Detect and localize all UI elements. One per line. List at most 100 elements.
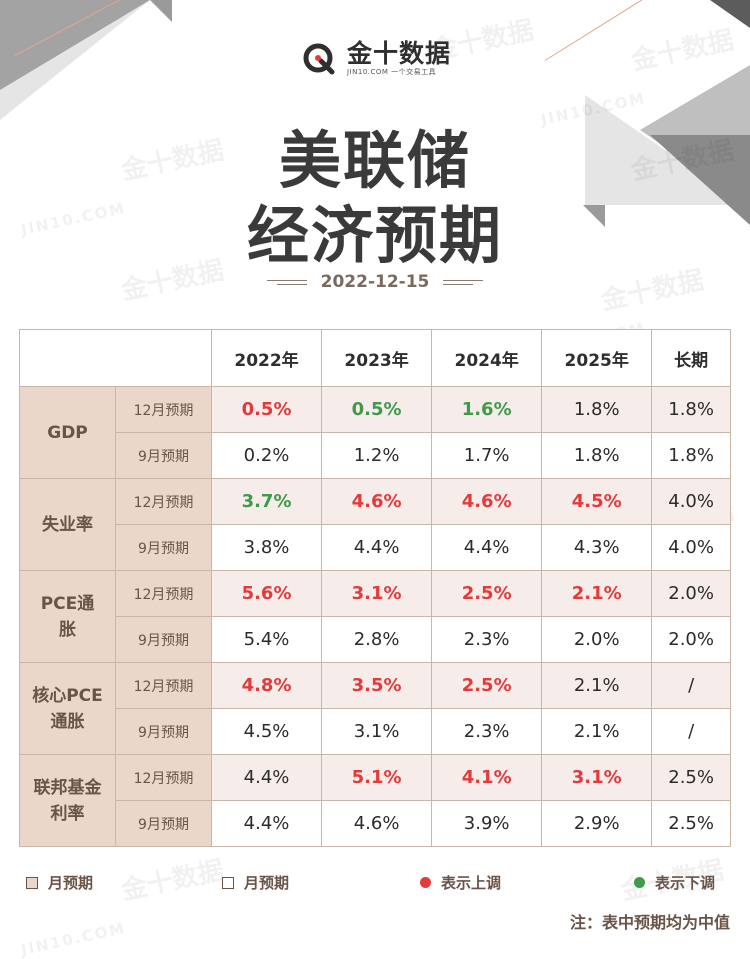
forecast-period-label: 12月预期 (115, 478, 212, 525)
red-dot-icon (420, 877, 431, 888)
legend-label: 表示上调 (441, 874, 502, 892)
row-group-label: GDP (19, 386, 116, 479)
value-cell: 2.8% (321, 616, 433, 663)
value-cell: 4.6% (321, 800, 433, 847)
forecast-period-label: 9月预期 (115, 708, 212, 755)
value-cell: 2.0% (541, 616, 653, 663)
value-cell: 3.1% (541, 754, 653, 801)
jin10-logo-icon (301, 41, 337, 77)
green-dot-icon (634, 877, 645, 888)
value-cell: 2.1% (541, 708, 653, 755)
value-cell: 4.4% (210, 800, 323, 847)
forecast-period-label: 12月预期 (115, 386, 212, 433)
table-row: 9月预期 4.4% 4.6% 3.9% 2.9% 2.5% (20, 800, 731, 847)
forecast-period-label: 12月预期 (115, 754, 212, 801)
value-cell: 1.8% (541, 432, 653, 479)
table-row: GDP 12月预期 0.5% 0.5% 1.6% 1.8% 1.8% (19, 386, 731, 479)
value-cell: 2.5% (431, 662, 543, 709)
watermark: JIN10.COM (19, 919, 128, 959)
value-cell: 2.1% (541, 662, 653, 709)
value-cell: 1.6% (431, 386, 543, 433)
forecast-period-label: 9月预期 (115, 800, 212, 847)
date-row: 2022-12-15 (0, 272, 750, 292)
legend-label: 月预期 (48, 874, 94, 892)
value-cell: 2.5% (651, 754, 731, 801)
table-row: 核心PCE 通胀 12月预期 4.8% 3.5% 2.5% 2.1% / (19, 662, 731, 755)
date-decoration-right (443, 277, 484, 287)
column-header: 2025年 (541, 329, 653, 387)
table-row: 联邦基金 利率 12月预期 4.4% 5.1% 4.1% 3.1% 2.5% (19, 754, 731, 847)
forecast-period-label: 12月预期 (115, 570, 212, 617)
value-cell: 2.5% (651, 800, 731, 847)
row-group-label: 核心PCE 通胀 (19, 662, 116, 755)
page-title-line2: 经济预期 (246, 199, 503, 272)
row-group-label: 联邦基金 利率 (19, 754, 116, 847)
value-cell: 1.8% (651, 432, 731, 479)
value-cell: 2.1% (541, 570, 653, 617)
value-cell: 4.0% (651, 478, 731, 525)
value-cell: 5.1% (321, 754, 433, 801)
value-cell: / (651, 708, 731, 755)
legend-label: 月预期 (244, 874, 290, 892)
table-row: 9月预期 0.2% 1.2% 1.7% 1.8% 1.8% (20, 432, 731, 479)
date-decoration-left (266, 277, 307, 287)
value-cell: 1.8% (541, 386, 653, 433)
value-cell: 4.5% (541, 478, 653, 525)
value-cell: 1.2% (321, 432, 433, 479)
accent-line (544, 0, 648, 61)
value-cell: 2.0% (651, 616, 731, 663)
legend: 月预期 月预期 表示上调 表示下调 (0, 872, 750, 892)
column-header: 2023年 (321, 329, 433, 387)
tinted-box-icon (26, 876, 38, 889)
value-cell: 1.8% (651, 386, 731, 433)
value-cell: 4.5% (210, 708, 323, 755)
value-cell: 2.0% (651, 570, 731, 617)
forecast-period-label: 12月预期 (115, 662, 212, 709)
value-cell: 2.3% (431, 708, 543, 755)
table-row: 失业率 12月预期 3.7% 4.6% 4.6% 4.5% 4.0% (19, 478, 731, 571)
footnote: 注：表中预期均为中值 (569, 913, 730, 932)
value-cell: 4.8% (210, 662, 323, 709)
forecast-period-label: 9月预期 (115, 616, 212, 663)
column-header: 2022年 (210, 329, 323, 387)
column-header: 2024年 (431, 329, 543, 387)
value-cell: 4.6% (321, 478, 433, 525)
corner-decoration (583, 205, 605, 227)
value-cell: / (651, 662, 731, 709)
value-cell: 0.5% (321, 386, 433, 433)
header-corner (19, 329, 212, 387)
page-title-line1: 美联储 (278, 124, 471, 197)
table-row: 9月预期 5.4% 2.8% 2.3% 2.0% 2.0% (20, 616, 731, 663)
forecast-period-label: 9月预期 (115, 524, 212, 571)
corner-decoration (150, 0, 172, 22)
value-cell: 4.4% (210, 754, 323, 801)
table-row: PCE通胀 12月预期 5.6% 3.1% 2.5% 2.1% 2.0% (19, 570, 731, 663)
value-cell: 3.8% (210, 524, 323, 571)
legend-item-sep: 月预期 (222, 872, 289, 893)
corner-decoration (0, 0, 150, 120)
value-cell: 3.5% (321, 662, 433, 709)
table-row: 9月预期 3.8% 4.4% 4.4% 4.3% 4.0% (20, 524, 731, 571)
value-cell: 0.2% (210, 432, 323, 479)
value-cell: 2.3% (431, 616, 543, 663)
value-cell: 4.4% (321, 524, 433, 571)
legend-label: 表示下调 (655, 874, 716, 892)
value-cell: 2.5% (431, 570, 543, 617)
value-cell: 4.4% (431, 524, 543, 571)
value-cell: 5.6% (210, 570, 323, 617)
table-row: 9月预期 4.5% 3.1% 2.3% 2.1% / (20, 708, 731, 755)
value-cell: 3.9% (431, 800, 543, 847)
corner-decoration (650, 135, 750, 225)
legend-item-down: 表示下调 (634, 872, 715, 893)
report-date: 2022-12-15 (320, 272, 430, 292)
forecast-table: 2022年 2023年 2024年 2025年 长期 GDP 12月预期 0.5% 0… (19, 329, 731, 847)
value-cell: 3.7% (210, 478, 323, 525)
table-header-row: 2022年 2023年 2024年 2025年 长期 (19, 329, 731, 387)
corner-decoration (710, 0, 750, 28)
value-cell: 2.9% (541, 800, 653, 847)
value-cell: 0.5% (210, 386, 323, 433)
forecast-period-label: 9月预期 (115, 432, 212, 479)
value-cell: 5.4% (210, 616, 323, 663)
value-cell: 4.3% (541, 524, 653, 571)
brand-name: 金十数据 (347, 39, 452, 68)
